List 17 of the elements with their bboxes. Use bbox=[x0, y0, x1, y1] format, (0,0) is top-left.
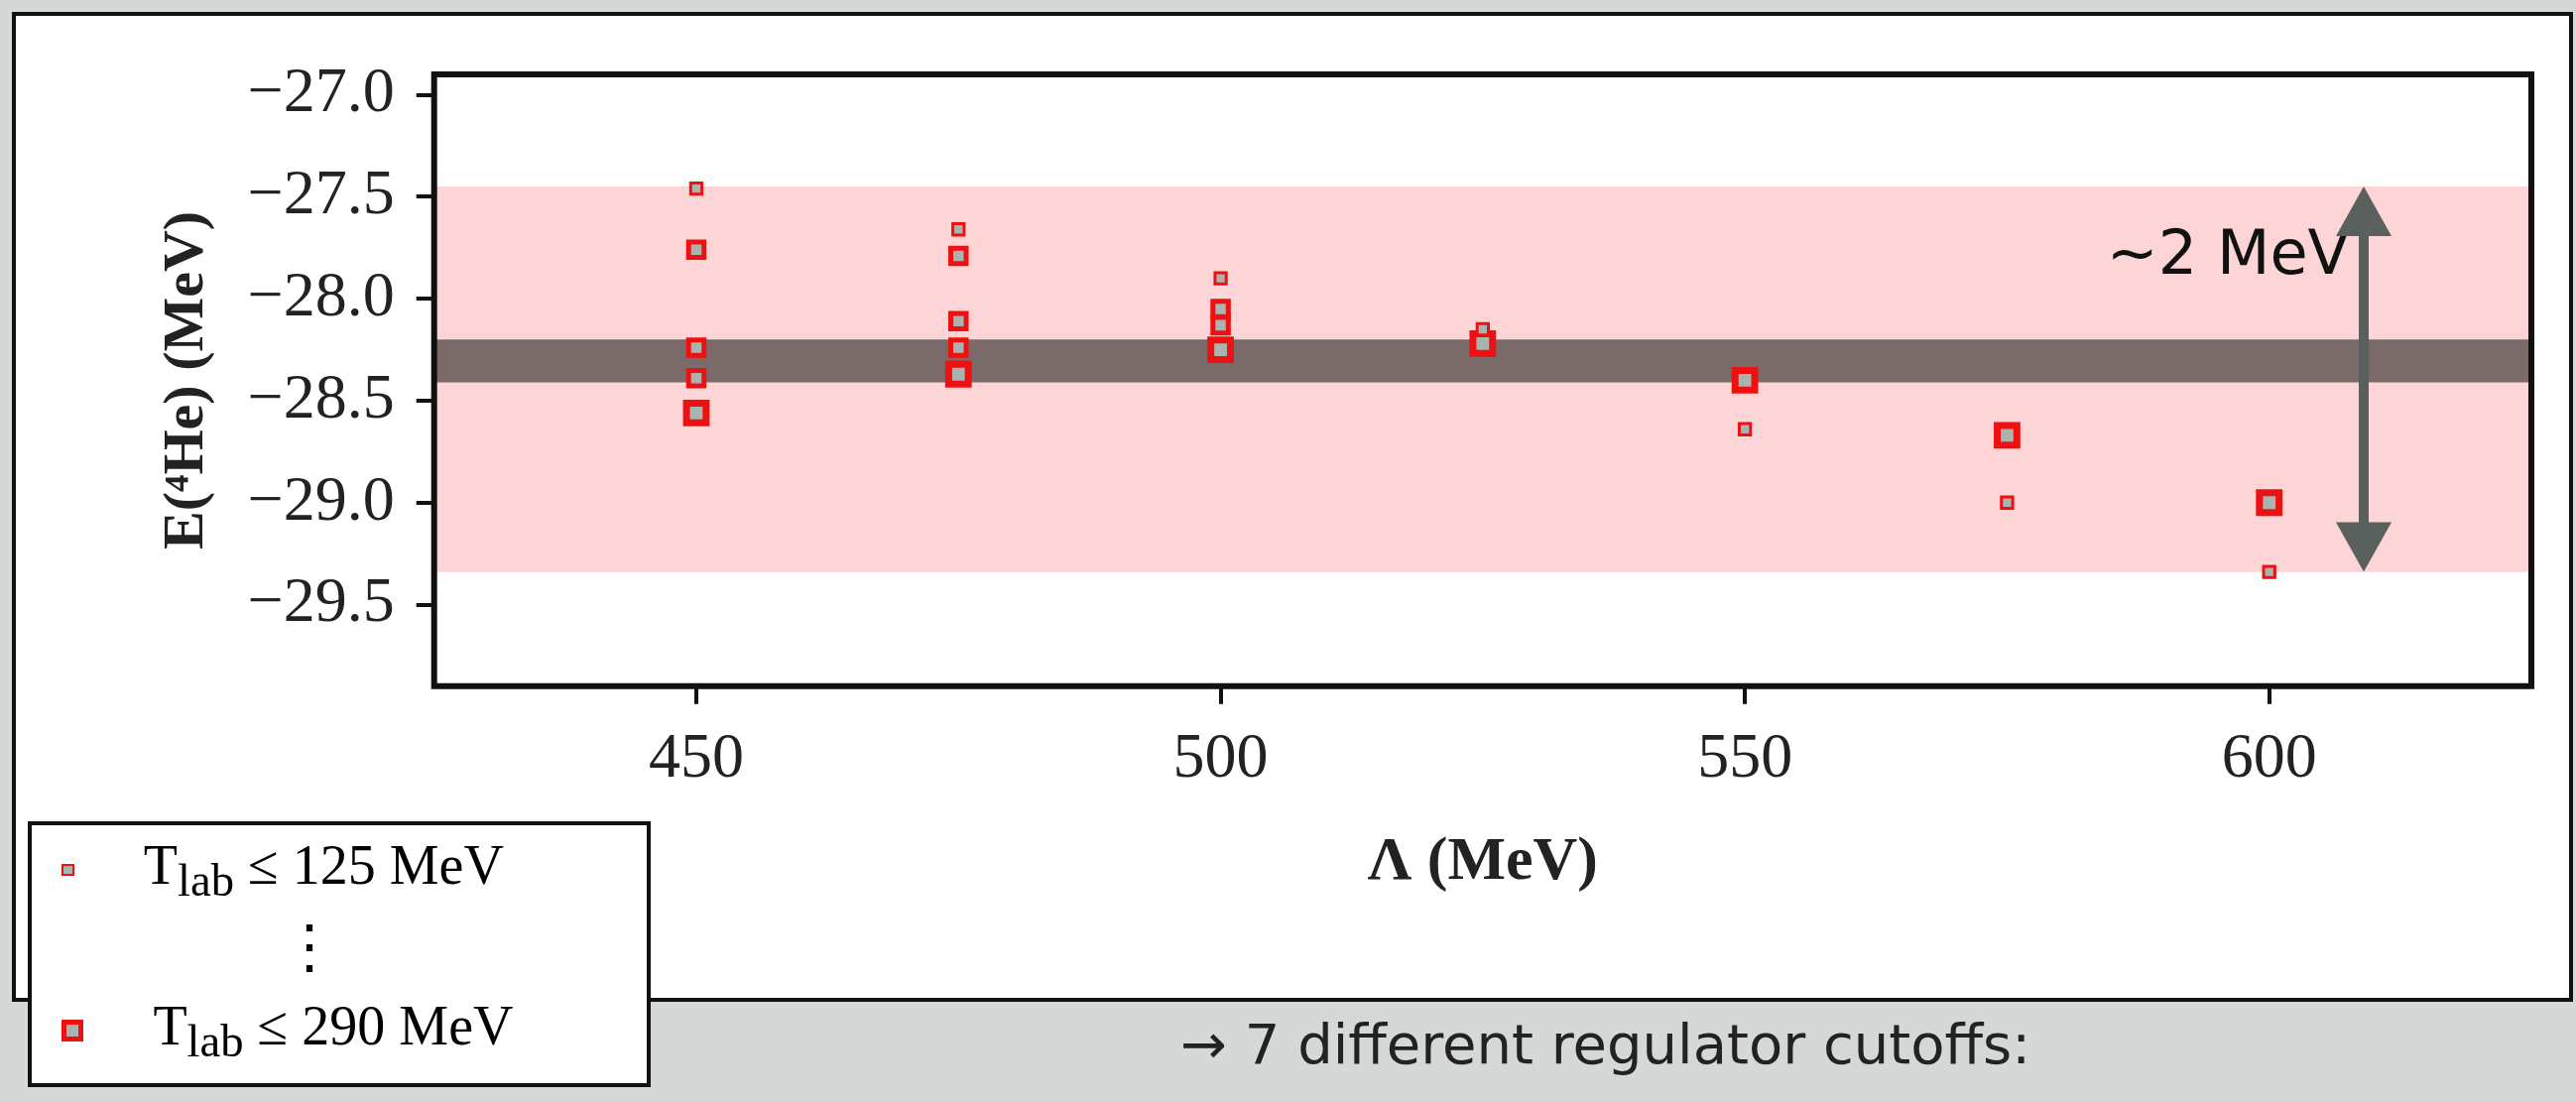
text: → 7 different regulator cutoffs: bbox=[1180, 1012, 2031, 1076]
y-tick-label: −27.0 bbox=[247, 55, 395, 126]
x-tick-label: 600 bbox=[2221, 720, 2317, 792]
annotation: ~2 MeV bbox=[2106, 216, 2350, 290]
y-tick-label: −28.5 bbox=[247, 360, 395, 431]
y-axis-title: E(⁴He) (MeV) bbox=[150, 210, 215, 550]
y-tick-label: −29.5 bbox=[247, 564, 395, 636]
y-tick-label: −27.5 bbox=[247, 157, 395, 228]
x-axis-title: Λ (MeV) bbox=[1367, 823, 1598, 893]
y-tick-label: −29.0 bbox=[247, 462, 395, 534]
x-tick-label: 500 bbox=[1172, 720, 1269, 792]
legend-label: T$_{lab}$ ≤ 125 MeV bbox=[143, 833, 504, 908]
x-tick-label: 550 bbox=[1697, 720, 1793, 792]
x-tick-label: 450 bbox=[648, 720, 744, 792]
legend-label: T$_{lab}$ ≤ 290 MeV bbox=[153, 994, 514, 1068]
text: ⋮ bbox=[280, 914, 339, 982]
y-tick-label: −28.0 bbox=[247, 258, 395, 329]
